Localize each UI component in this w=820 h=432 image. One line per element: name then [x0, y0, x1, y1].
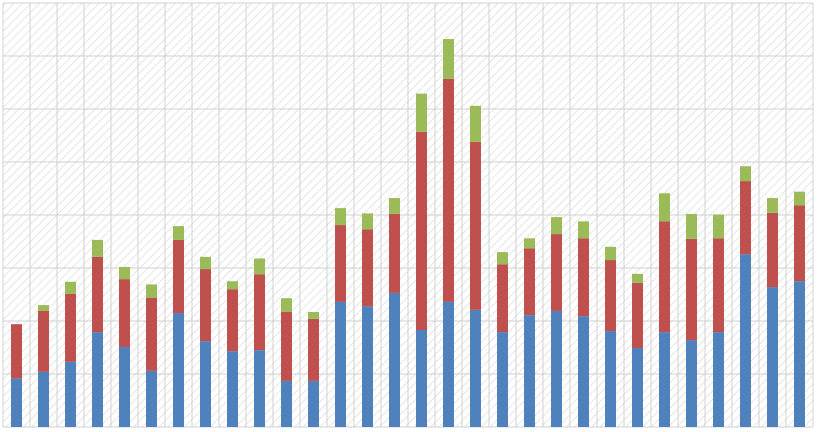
bar-segment	[227, 351, 238, 427]
bar-segment	[443, 39, 454, 79]
bar-segment	[173, 239, 184, 314]
bar-segment	[389, 198, 400, 214]
bar-segment	[254, 350, 265, 427]
bar-segment	[740, 254, 751, 427]
bar-segment	[659, 332, 670, 427]
bar-segment	[443, 78, 454, 302]
bar-segment	[416, 93, 427, 132]
bar-segment	[659, 193, 670, 222]
bar-segment	[443, 301, 454, 427]
bar-segment	[632, 273, 643, 283]
bar-segment	[767, 198, 778, 213]
bar-segment	[605, 331, 616, 427]
bar-segment	[605, 246, 616, 261]
bar-segment	[200, 341, 211, 427]
bar-segment	[686, 213, 697, 239]
bar-segment	[362, 229, 373, 307]
bar-segment	[281, 380, 292, 427]
bar-segment	[497, 252, 508, 265]
bar-segment	[92, 256, 103, 333]
bar-segment	[335, 225, 346, 302]
bar-segment	[578, 221, 589, 239]
bar-segment	[200, 269, 211, 342]
grid	[2, 2, 814, 428]
bar-segment	[767, 212, 778, 288]
bar-segment	[389, 213, 400, 293]
bar-segment	[38, 371, 49, 427]
bar-segment	[470, 141, 481, 310]
bar-segment	[767, 287, 778, 427]
bar-segment	[65, 281, 76, 294]
bar-segment	[11, 324, 22, 379]
bar-segment	[713, 332, 724, 427]
bar-segment	[173, 226, 184, 240]
bar-segment	[416, 131, 427, 331]
bar-segment	[551, 310, 562, 427]
bar-segment	[659, 221, 670, 333]
bar-segment	[335, 208, 346, 226]
bar-segment	[254, 274, 265, 351]
bar-segment	[65, 361, 76, 427]
bar-segment	[740, 166, 751, 182]
bar-segment	[713, 214, 724, 239]
bar-segment	[281, 311, 292, 381]
bar-segment	[92, 332, 103, 427]
bar-segment	[794, 191, 805, 206]
bar-segment	[38, 310, 49, 372]
bar-segment	[416, 330, 427, 427]
bar-segment	[470, 105, 481, 142]
bar-segment	[308, 380, 319, 427]
bar-segment	[254, 258, 265, 275]
bar-segment	[173, 313, 184, 427]
bar-segment	[92, 239, 103, 257]
bar-segment	[65, 293, 76, 362]
bar-segment	[578, 238, 589, 317]
bar-segment	[551, 234, 562, 311]
bar-segment	[524, 315, 535, 427]
bar-segment	[551, 217, 562, 235]
bar-segment	[740, 181, 751, 255]
bar-segment	[119, 346, 130, 427]
bar-segment	[605, 260, 616, 332]
bar-segment	[686, 340, 697, 427]
bar-segment	[146, 297, 157, 371]
bar-segment	[281, 298, 292, 312]
bar-segment	[146, 284, 157, 298]
bar-segment	[794, 205, 805, 282]
bar-segment	[308, 318, 319, 381]
bar-segment	[686, 238, 697, 341]
bar-segment	[119, 266, 130, 280]
bar-segment	[335, 301, 346, 427]
bar-segment	[524, 248, 535, 316]
bar-segment	[632, 348, 643, 427]
bar-segment	[524, 238, 535, 249]
bar-segment	[119, 279, 130, 347]
bar-segment	[794, 281, 805, 427]
bar-segment	[713, 238, 724, 333]
bar-segment	[227, 281, 238, 290]
bar-segment	[200, 256, 211, 270]
bar-segment	[632, 282, 643, 349]
bar-segment	[362, 213, 373, 230]
bar-segment	[470, 309, 481, 427]
bar-segment	[389, 292, 400, 427]
bar-segment	[497, 264, 508, 333]
bar-segment	[11, 378, 22, 427]
bars	[11, 39, 805, 427]
bar-segment	[38, 305, 49, 311]
bar-segment	[362, 306, 373, 427]
bar-segment	[227, 289, 238, 352]
bar-segment	[308, 311, 319, 319]
bar-segment	[497, 332, 508, 427]
bar-segment	[578, 316, 589, 427]
bar-segment	[146, 370, 157, 427]
